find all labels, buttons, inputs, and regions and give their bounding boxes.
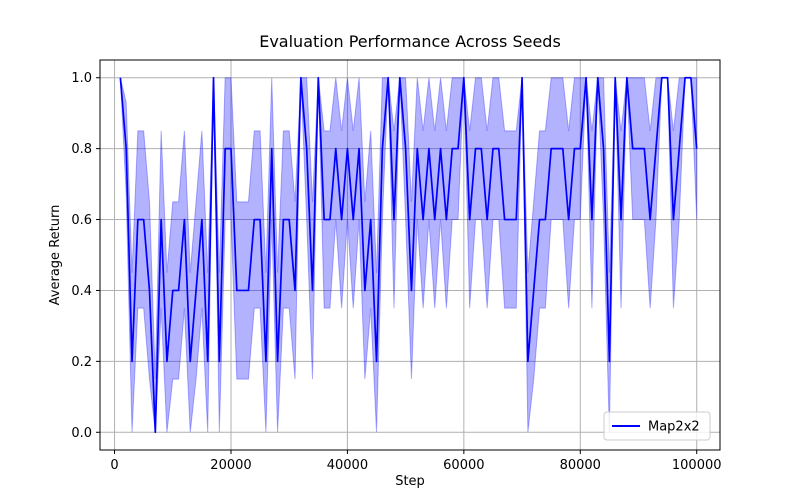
x-tick-label: 60000 xyxy=(443,458,484,473)
y-axis-ticks: 0.0 0.2 0.4 0.6 0.8 1.0 xyxy=(71,71,100,441)
y-axis-label: Average Return xyxy=(48,205,63,306)
series-line-map2x2 xyxy=(119,76,698,434)
x-tick-label: 100000 xyxy=(672,458,722,473)
y-tick-label: 0.8 xyxy=(71,142,92,157)
y-tick-label: 0.2 xyxy=(71,355,92,370)
chart-title: Evaluation Performance Across Seeds xyxy=(259,32,561,51)
y-tick-label: 0.4 xyxy=(71,284,92,299)
plot-area-frame xyxy=(99,59,721,451)
y-tick-label: 0.6 xyxy=(71,213,92,228)
series-line-layer xyxy=(119,76,698,434)
x-axis-ticks: 0 20000 40000 60000 80000 100000 xyxy=(110,450,722,473)
x-tick-label: 20000 xyxy=(210,458,251,473)
legend: Map2x2 xyxy=(603,411,711,441)
y-tick-label: 1.0 xyxy=(71,71,92,86)
legend-box xyxy=(603,411,711,441)
grid xyxy=(100,60,720,450)
legend-label-map2x2: Map2x2 xyxy=(648,420,700,435)
x-axis-label: Step xyxy=(395,474,425,489)
x-tick-label: 80000 xyxy=(560,458,601,473)
y-tick-label: 0.0 xyxy=(71,426,92,441)
x-tick-label: 40000 xyxy=(327,458,368,473)
x-tick-label: 0 xyxy=(110,458,118,473)
